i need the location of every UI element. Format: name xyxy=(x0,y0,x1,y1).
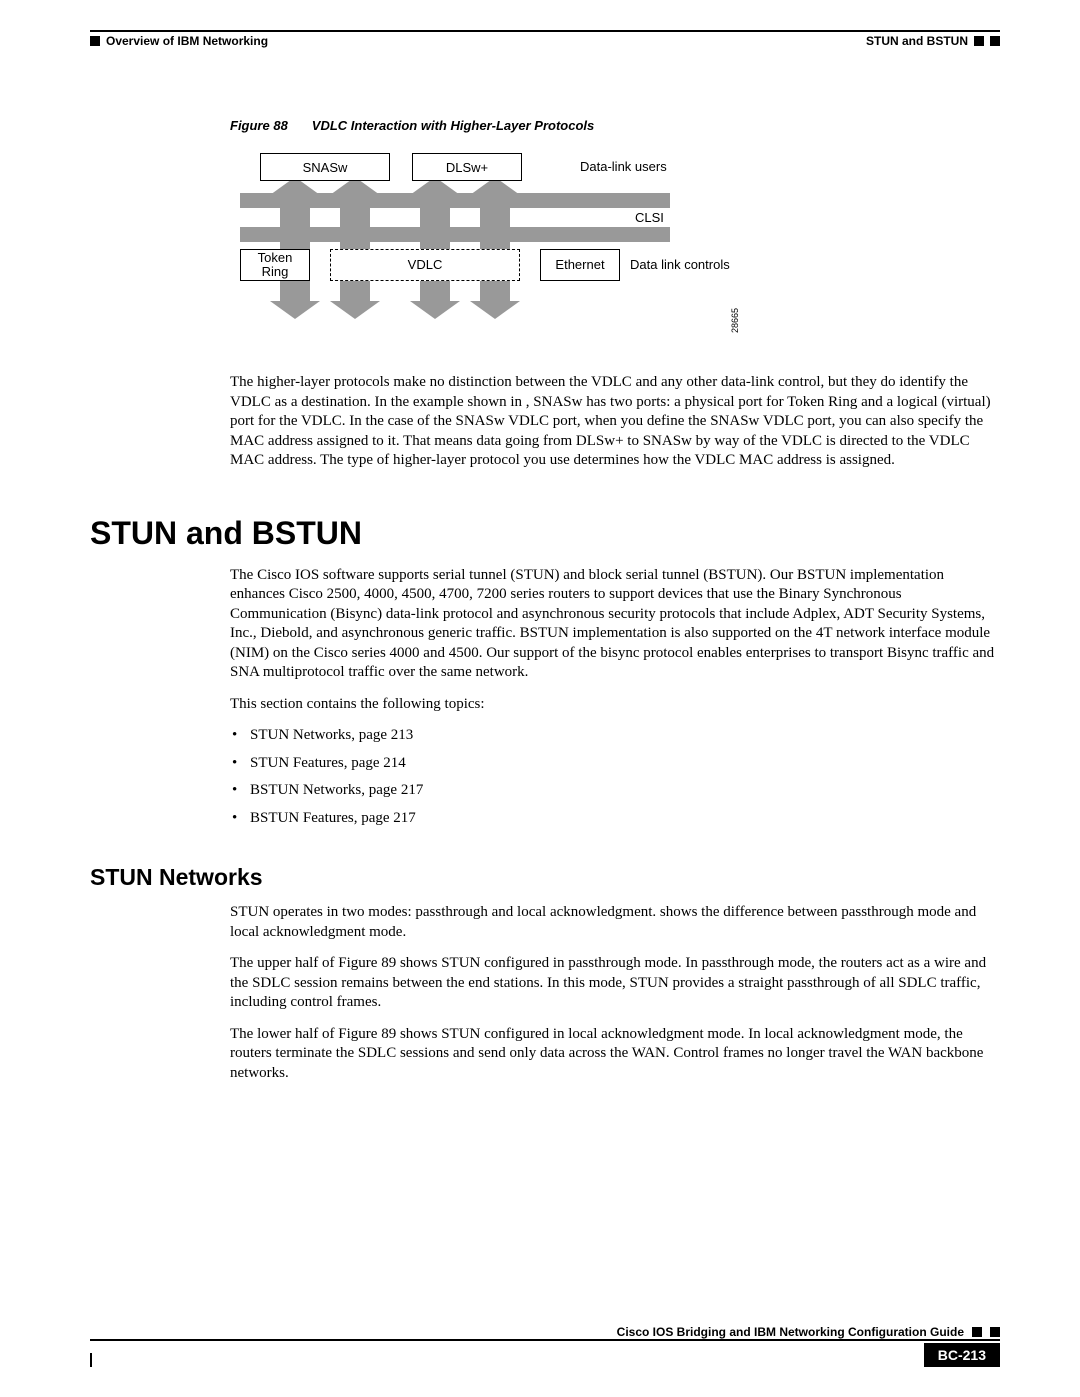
diagram-box-vdlc: VDLC xyxy=(330,249,520,281)
page-number-badge: BC-213 xyxy=(924,1343,1000,1367)
footer-marker-1 xyxy=(972,1327,982,1337)
footer-tick xyxy=(90,1353,92,1367)
header-chapter: Overview of IBM Networking xyxy=(106,34,268,48)
paragraph-5: The upper half of Figure 89 shows STUN c… xyxy=(230,954,1000,1013)
diagram-label-ring: Ring xyxy=(262,265,289,279)
diagram-box-tokenring: Token Ring xyxy=(240,249,310,281)
diagram-label-token: Token xyxy=(258,251,293,265)
diagram-label-snasw: SNASw xyxy=(303,160,348,175)
figure-label: Figure 88 xyxy=(230,118,288,133)
diagram-box-dlsw: DLSw+ xyxy=(412,153,522,181)
footer-rule xyxy=(90,1339,1000,1341)
diagram-arrow-3 xyxy=(420,193,450,303)
header-marker-left xyxy=(90,36,100,46)
diagram-box-snasw: SNASw xyxy=(260,153,390,181)
paragraph-4: STUN operates in two modes: passthrough … xyxy=(230,903,1000,942)
diagram-arrow-1 xyxy=(280,193,310,303)
diagram-box-ethernet: Ethernet xyxy=(540,249,620,281)
diagram-label-clsi: CLSI xyxy=(635,210,664,225)
figure-caption: Figure 88 VDLC Interaction with Higher-L… xyxy=(230,118,1000,133)
diagram-arrow-2 xyxy=(340,193,370,303)
vdlc-diagram: SNASw DLSw+ Data-link users CLSI Token R… xyxy=(240,153,780,353)
paragraph-3: This section contains the following topi… xyxy=(230,695,1000,715)
heading-stun-networks: STUN Networks xyxy=(90,864,1000,891)
diagram-label-dlsw: DLSw+ xyxy=(446,160,488,175)
figure-title: VDLC Interaction with Higher-Layer Proto… xyxy=(312,118,594,133)
list-item: BSTUN Networks, page 217 xyxy=(230,781,1000,801)
diagram-arrow-4 xyxy=(480,193,510,303)
diagram-label-datalink-users: Data-link users xyxy=(580,159,667,174)
list-item: STUN Networks, page 213 xyxy=(230,726,1000,746)
page-header: Overview of IBM Networking STUN and BSTU… xyxy=(90,34,1000,48)
list-item: STUN Features, page 214 xyxy=(230,754,1000,774)
header-section: STUN and BSTUN xyxy=(866,34,968,48)
heading-stun-bstun: STUN and BSTUN xyxy=(90,515,1000,552)
page-footer: Cisco IOS Bridging and IBM Networking Co… xyxy=(90,1323,1000,1367)
paragraph-1: The higher-layer protocols make no disti… xyxy=(230,373,1000,471)
header-rule xyxy=(90,30,1000,32)
paragraph-2: The Cisco IOS software supports serial t… xyxy=(230,566,1000,683)
header-marker-right-1 xyxy=(974,36,984,46)
diagram-label-vdlc: VDLC xyxy=(408,258,443,272)
diagram-label-datalink-controls: Data link controls xyxy=(630,257,730,272)
diagram-ref-number: 28665 xyxy=(730,308,740,333)
header-marker-right-2 xyxy=(990,36,1000,46)
footer-guide-title: Cisco IOS Bridging and IBM Networking Co… xyxy=(617,1325,964,1339)
topics-list: STUN Networks, page 213 STUN Features, p… xyxy=(230,726,1000,828)
footer-marker-2 xyxy=(990,1327,1000,1337)
diagram-label-ethernet: Ethernet xyxy=(555,258,604,272)
list-item: BSTUN Features, page 217 xyxy=(230,809,1000,829)
paragraph-6: The lower half of Figure 89 shows STUN c… xyxy=(230,1025,1000,1084)
